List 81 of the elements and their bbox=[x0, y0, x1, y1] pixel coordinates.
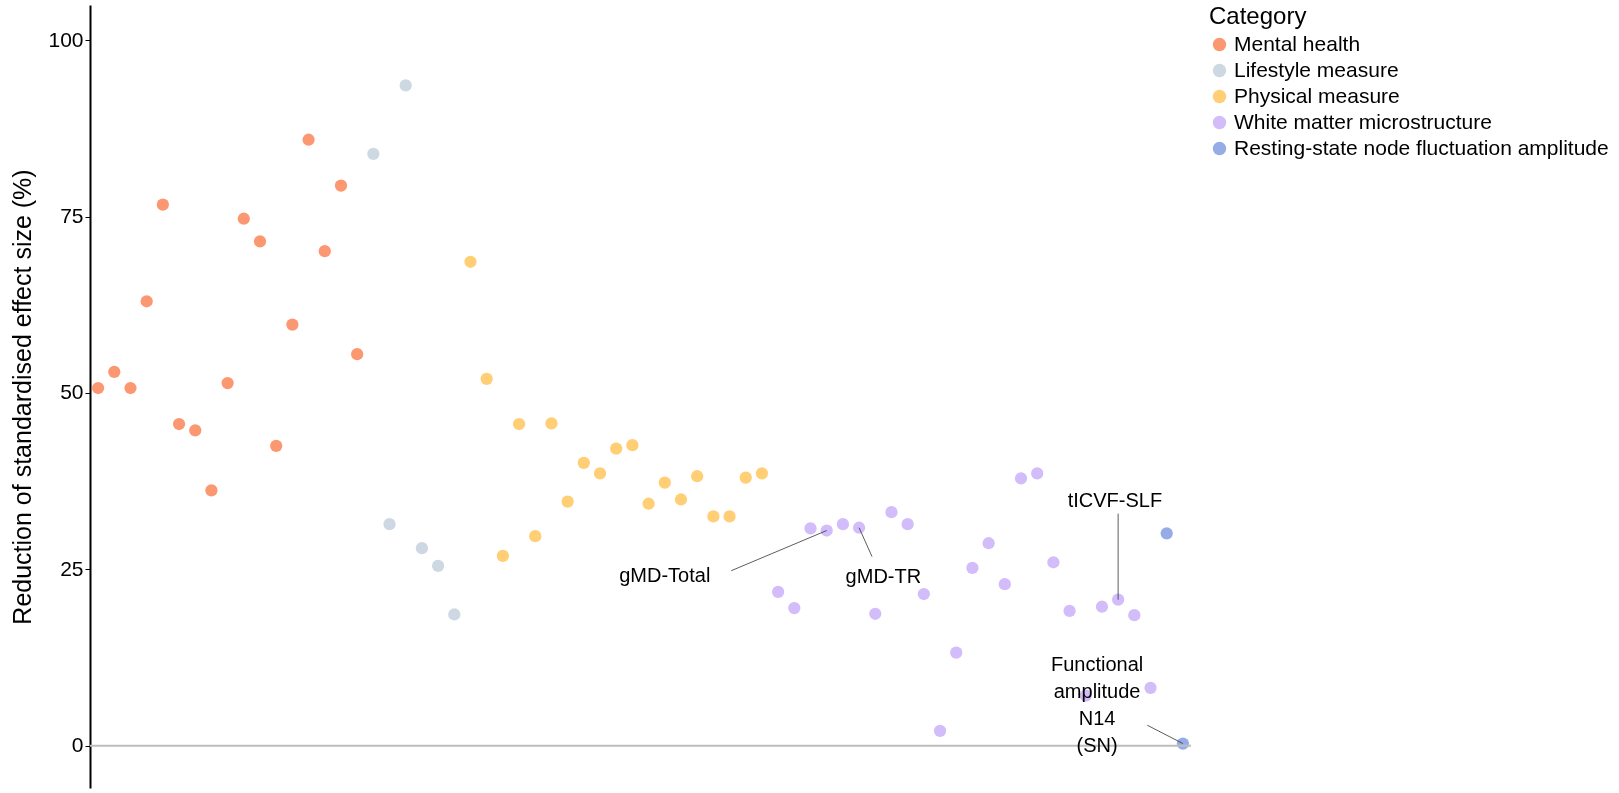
point bbox=[1095, 600, 1109, 613]
point bbox=[966, 561, 979, 575]
point bbox=[933, 724, 947, 737]
point bbox=[140, 295, 153, 308]
annotation: Functional amplitude N14 (SN) bbox=[1050, 653, 1144, 757]
point bbox=[529, 530, 542, 543]
y-tick-label: 0 bbox=[71, 733, 84, 757]
point bbox=[869, 607, 882, 620]
point bbox=[448, 608, 461, 621]
point bbox=[351, 348, 364, 361]
point bbox=[901, 518, 914, 531]
point bbox=[610, 442, 623, 455]
point bbox=[950, 646, 963, 659]
annotation: gMD-TR bbox=[845, 565, 922, 588]
point bbox=[885, 506, 898, 519]
legend-title: Category bbox=[1209, 2, 1307, 29]
point bbox=[739, 471, 752, 484]
point bbox=[221, 376, 234, 390]
point bbox=[642, 497, 655, 510]
point bbox=[836, 518, 850, 531]
point bbox=[334, 179, 348, 192]
point bbox=[1014, 472, 1028, 485]
point bbox=[707, 510, 720, 523]
point bbox=[205, 484, 218, 497]
point bbox=[1128, 609, 1141, 622]
point bbox=[982, 537, 995, 550]
point bbox=[674, 493, 688, 506]
legend-label: Lifestyle measure bbox=[1234, 57, 1399, 81]
point bbox=[480, 372, 493, 385]
point bbox=[512, 417, 526, 431]
point bbox=[788, 602, 801, 615]
point bbox=[91, 381, 105, 395]
legend-label: Mental health bbox=[1234, 31, 1361, 55]
point bbox=[399, 79, 412, 92]
annotation: tICVF-SLF bbox=[1067, 488, 1163, 511]
point bbox=[820, 524, 833, 537]
point bbox=[804, 522, 817, 535]
point bbox=[723, 510, 736, 523]
point bbox=[755, 467, 769, 480]
point bbox=[318, 245, 331, 258]
y-tick-label: 25 bbox=[60, 556, 84, 580]
point bbox=[253, 235, 267, 248]
point bbox=[124, 381, 137, 395]
point bbox=[496, 549, 509, 563]
y-tick-label: 50 bbox=[60, 380, 84, 404]
annotation: gMD-Total bbox=[619, 564, 711, 587]
point bbox=[302, 133, 315, 146]
point bbox=[691, 470, 704, 483]
point bbox=[367, 147, 380, 160]
point bbox=[658, 476, 671, 489]
point bbox=[1160, 527, 1173, 540]
y-tick-label: 75 bbox=[60, 204, 84, 228]
point bbox=[998, 578, 1011, 591]
point bbox=[561, 495, 574, 508]
point bbox=[1144, 681, 1157, 694]
point bbox=[415, 542, 429, 555]
y-tick-label: 100 bbox=[48, 27, 84, 51]
point bbox=[852, 521, 866, 534]
point bbox=[286, 318, 299, 331]
point bbox=[545, 417, 558, 430]
point bbox=[270, 439, 283, 452]
point bbox=[108, 365, 121, 378]
point bbox=[626, 439, 639, 452]
point bbox=[1063, 604, 1076, 618]
point bbox=[156, 198, 169, 211]
y-axis-title: Reduction of standardised effect size (%) bbox=[8, 169, 37, 625]
point bbox=[189, 424, 202, 437]
point bbox=[237, 212, 250, 225]
point bbox=[1047, 556, 1060, 569]
point bbox=[383, 518, 396, 531]
point bbox=[1031, 467, 1044, 480]
point bbox=[593, 467, 607, 480]
legend-label: Resting-state node fluctuation amplitude bbox=[1234, 135, 1609, 159]
point bbox=[577, 456, 590, 469]
legend-label: White matter microstructure bbox=[1234, 109, 1492, 133]
point bbox=[917, 587, 930, 601]
point bbox=[464, 255, 477, 268]
point bbox=[772, 585, 785, 599]
point bbox=[172, 417, 186, 431]
legend-label: Physical measure bbox=[1234, 83, 1400, 107]
point bbox=[431, 559, 445, 572]
